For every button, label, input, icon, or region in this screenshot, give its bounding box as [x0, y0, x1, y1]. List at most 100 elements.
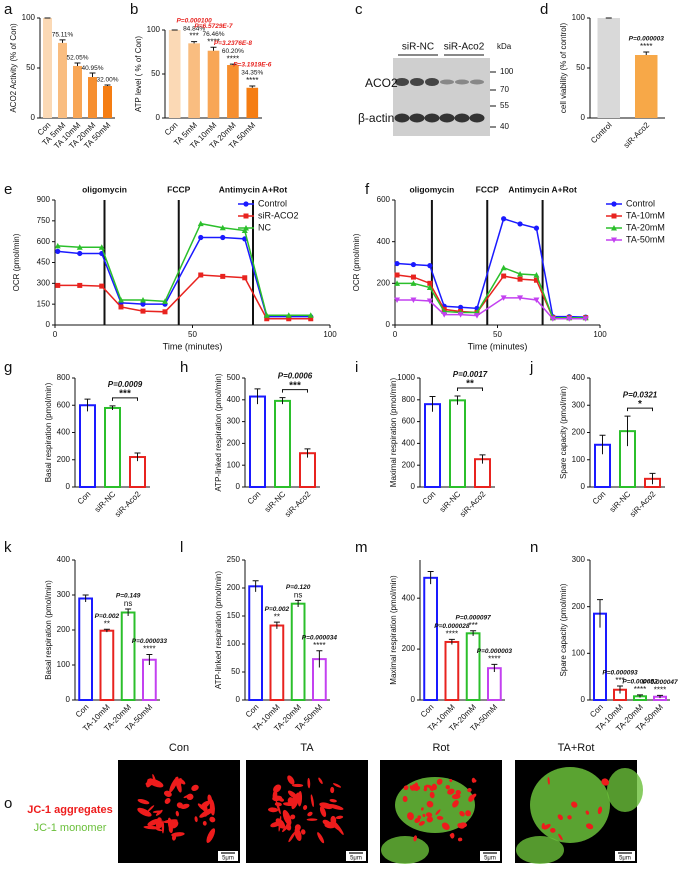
point	[533, 272, 540, 278]
p-value: P=0.0321	[623, 390, 658, 399]
y-tick-label: 0	[411, 695, 416, 704]
series-line	[396, 274, 586, 319]
stain-label: JC-1 aggregates	[27, 804, 113, 816]
bar	[423, 576, 438, 701]
legend-item: Control	[606, 198, 655, 208]
bar	[120, 611, 136, 701]
cell-signal	[310, 794, 314, 808]
bar	[465, 632, 481, 701]
y-axis-label: Maximal respiration (pmol/min)	[389, 575, 398, 685]
point	[533, 225, 540, 231]
marker-label: 55	[500, 101, 509, 110]
bar	[449, 399, 466, 488]
cell-signal	[183, 794, 192, 799]
point	[394, 272, 400, 278]
cell-signal	[571, 801, 578, 808]
y-tick-label: 250	[227, 555, 241, 564]
band	[440, 79, 454, 85]
y-tick-label: 300	[37, 278, 51, 287]
cell-signal	[418, 820, 425, 826]
error-bar	[134, 452, 141, 462]
y-tick-label: 100	[572, 13, 586, 22]
error-bar	[454, 395, 461, 405]
y-axis-label: cell viability (% of control)	[559, 23, 568, 114]
point	[243, 201, 249, 207]
x-tick-label: siR-Aco2	[458, 489, 488, 519]
cell-signal	[586, 823, 594, 830]
cell-signal	[414, 817, 421, 823]
panel-letter: d	[540, 1, 548, 18]
band	[425, 78, 439, 86]
y-tick-label: 50	[26, 63, 35, 72]
bar	[635, 55, 658, 118]
point	[501, 273, 507, 279]
bar	[73, 65, 82, 118]
bar	[188, 43, 200, 118]
significance-stars: ****	[143, 645, 155, 654]
cell-signal	[152, 773, 157, 787]
x-tick-label: Con	[419, 703, 436, 720]
panel-letter: h	[180, 359, 188, 376]
cell-signal	[425, 784, 433, 788]
cell-signal	[329, 798, 337, 803]
cell-signal	[319, 806, 327, 818]
cell-signal	[601, 778, 610, 786]
cell-signal	[318, 777, 323, 785]
significance-stars: ****	[640, 42, 652, 51]
error-bar	[649, 472, 656, 485]
band	[394, 113, 410, 123]
error-bar	[229, 63, 236, 66]
x-tick-label: Con	[74, 703, 91, 720]
legend-label: Control	[626, 198, 655, 208]
y-tick-label: 200	[57, 625, 71, 634]
band	[424, 113, 440, 123]
x-tick-label: siR-Aco2	[113, 489, 143, 519]
bar	[274, 399, 291, 489]
value-label: 34.35%	[241, 70, 263, 77]
y-tick-label: 0	[411, 482, 416, 491]
error-bar	[191, 41, 198, 44]
bar	[207, 50, 220, 119]
point	[500, 295, 507, 301]
cell-signal	[436, 778, 443, 785]
p-value: P=3.1919E-6	[233, 62, 272, 69]
error-bar	[597, 599, 603, 628]
y-tick-label: 100	[572, 648, 586, 657]
cell-signal	[330, 786, 335, 794]
x-tick-label: Con	[76, 490, 93, 507]
y-axis-label: Maximal respiration (pmol/min)	[389, 377, 398, 487]
cell-signal	[422, 813, 426, 818]
band-label: β-actin	[358, 111, 394, 125]
p-value: P=0.0017	[453, 370, 488, 379]
y-tick-label: 200	[377, 278, 391, 287]
p-value: P=0.000003	[477, 648, 513, 655]
point	[566, 316, 573, 322]
significance-stars: ****	[446, 630, 458, 639]
series-line	[57, 222, 311, 317]
point	[55, 282, 61, 288]
cell-signal	[459, 810, 465, 817]
event-label: FCCP	[476, 184, 499, 194]
cell-signal	[425, 812, 433, 818]
point	[533, 277, 539, 283]
legend-label: TA-20mM	[626, 222, 665, 232]
significance-stars: *	[638, 399, 642, 410]
error-bar	[254, 388, 261, 405]
significance-stars: ***	[468, 621, 477, 630]
error-bar	[74, 62, 81, 66]
significance-stars: ****	[488, 654, 500, 663]
significance-stars: ****	[227, 54, 239, 63]
cell-signal	[471, 777, 476, 783]
cell-signal	[169, 776, 179, 793]
y-axis-label: Basal respiration (pmol/min)	[44, 580, 53, 680]
value-label: 52.05%	[66, 55, 88, 62]
cell-signal	[275, 818, 286, 829]
point	[533, 297, 540, 303]
point	[517, 221, 523, 227]
point	[457, 312, 464, 318]
cell-signal	[607, 768, 643, 812]
y-tick-label: 0	[156, 113, 161, 122]
error-bar	[448, 638, 455, 645]
y-tick-label: 400	[402, 439, 416, 448]
panel-letter: m	[355, 539, 368, 556]
